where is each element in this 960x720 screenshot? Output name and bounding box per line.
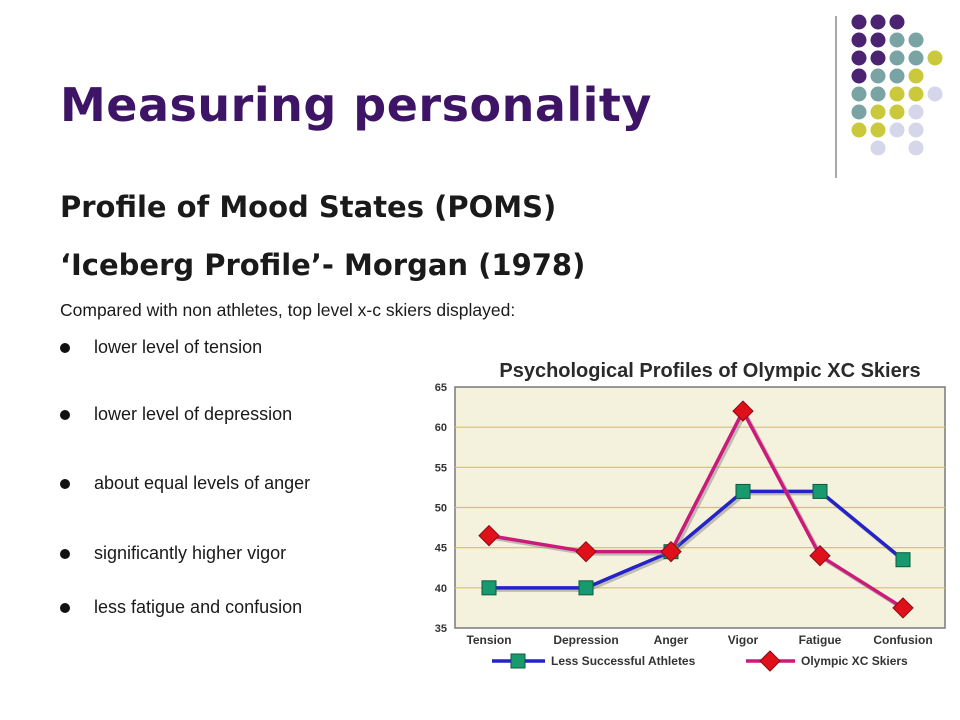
data-point-diamond: [732, 400, 754, 422]
decor-dot: [851, 122, 867, 138]
decorative-dot-grid: [835, 14, 943, 178]
decor-dot: [870, 104, 886, 120]
bullet-text: lower level of tension: [94, 337, 263, 357]
y-tick-label: 60: [435, 422, 447, 434]
legend-marker-diamond: [759, 650, 781, 672]
decor-dot: [889, 104, 905, 120]
decor-dot: [889, 32, 905, 48]
bullet-dot-icon: [60, 479, 70, 489]
intro-text: Compared with non athletes, top level x-…: [60, 300, 516, 320]
y-tick-label: 35: [435, 623, 447, 635]
data-point-diamond: [892, 597, 914, 619]
decor-dot: [889, 68, 905, 84]
x-tick-label: Vigor: [728, 633, 759, 647]
data-point-square: [735, 483, 751, 499]
bullet-dot-icon: [60, 603, 70, 613]
decor-dot: [870, 32, 886, 48]
decor-dot: [870, 140, 886, 156]
data-point-diamond: [478, 524, 500, 547]
y-tick-label: 55: [435, 462, 447, 474]
bullet-text: lower level of depression: [94, 404, 293, 424]
decor-dot: [851, 104, 867, 120]
decor-dot: [908, 104, 924, 120]
decor-dot: [908, 32, 924, 48]
decor-dot: [851, 32, 867, 48]
data-point-square: [481, 580, 497, 596]
bullet-text: significantly higher vigor: [94, 543, 287, 563]
data-point-square: [578, 580, 594, 596]
bullet-dot-icon: [60, 343, 70, 353]
bullet-text: about equal levels of anger: [94, 473, 311, 493]
bullet-text: less fatigue and confusion: [94, 597, 303, 617]
legend-marker-square: [510, 653, 526, 669]
decor-dot: [870, 50, 886, 66]
decor-dot: [851, 14, 867, 30]
decor-dot: [889, 14, 905, 30]
decor-dot: [889, 86, 905, 102]
data-point-diamond: [660, 540, 682, 563]
decor-dot: [908, 122, 924, 138]
bullet-dot-icon: [60, 549, 70, 559]
x-tick-label: Anger: [654, 633, 689, 647]
slide-title: Measuring personality: [60, 78, 652, 132]
data-point-diamond: [575, 540, 597, 563]
decor-dot: [927, 86, 943, 102]
decor-dot: [908, 68, 924, 84]
x-tick-label: Tension: [466, 633, 511, 647]
data-point-square: [895, 552, 911, 568]
y-tick-label: 40: [435, 583, 447, 595]
decor-dot: [870, 14, 886, 30]
decor-dot: [908, 140, 924, 156]
decor-dot: [908, 50, 924, 66]
decor-dot: [870, 68, 886, 84]
series-line: [489, 489, 905, 590]
decor-dot: [889, 122, 905, 138]
y-tick-label: 50: [435, 503, 447, 515]
chart-legend: Less Successful Athletes Olympic XC Skier…: [492, 650, 908, 672]
x-tick-label: Confusion: [873, 633, 932, 647]
x-tick-label: Depression: [553, 633, 618, 647]
decor-dot: [851, 86, 867, 102]
data-point-diamond: [809, 544, 831, 567]
decor-dot: [908, 86, 924, 102]
subtitle-poms: Profile of Mood States (POMS): [60, 190, 557, 224]
decor-dot: [851, 50, 867, 66]
decor-dot: [851, 68, 867, 84]
data-point-square: [812, 483, 828, 499]
decor-dot: [927, 50, 943, 66]
legend-label: Less Successful Athletes: [551, 654, 696, 668]
decor-dot: [870, 122, 886, 138]
subtitle-iceberg-profile: ‘Iceberg Profile’- Morgan (1978): [60, 248, 586, 282]
y-tick-label: 65: [435, 382, 447, 394]
decor-dot: [870, 86, 886, 102]
bullet-dot-icon: [60, 410, 70, 420]
y-tick-label: 45: [435, 543, 447, 555]
series-line: [488, 409, 904, 610]
legend-label: Olympic XC Skiers: [801, 654, 908, 668]
x-tick-label: Fatigue: [799, 633, 842, 647]
decor-dot: [889, 50, 905, 66]
chart-title: Psychological Profiles of Olympic XC Ski…: [499, 360, 920, 382]
